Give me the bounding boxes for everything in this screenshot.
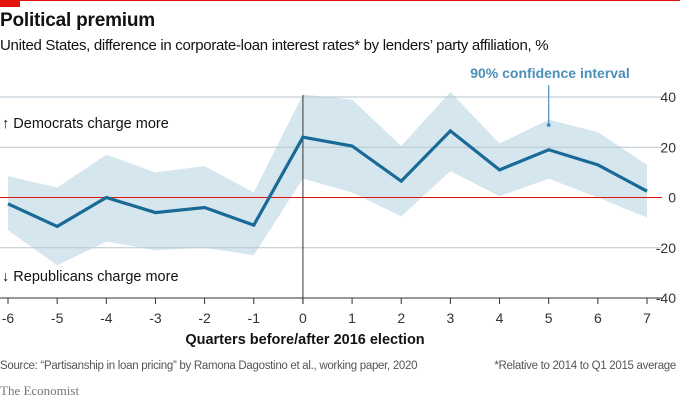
chart-subtitle: United States, difference in corporate-l… [0,37,549,54]
y-tick-label: 0 [668,190,676,206]
series-line [7,128,648,229]
x-tick-label: 4 [496,310,504,326]
x-tick-label: -3 [149,310,162,326]
y-tick-label: 20 [660,139,676,155]
x-axis-label: Quarters before/after 2016 election [185,332,424,348]
x-tick-label: 3 [446,310,454,326]
band-label: 90% confidence interval [470,65,630,81]
top-rule [0,0,680,1]
x-tick-label: 5 [545,310,553,326]
x-tick-label: -6 [2,310,15,326]
chart-title: Political premium [0,10,155,31]
brand-logo: The Economist [0,383,80,398]
annotation-democrats: ↑ Democrats charge more [2,116,169,132]
brand-red-tag [0,0,20,7]
y-tick-label: -40 [656,290,676,306]
x-tick-label: -2 [198,310,211,326]
source-note: Source: “Partisanship in loan pricing” b… [0,360,418,372]
x-tick-label: 2 [397,310,405,326]
band-label-dot [546,123,551,127]
x-tick-label: 1 [348,310,356,326]
x-tick-label: 7 [643,310,651,326]
annotation-republicans: ↓ Republicans charge more [2,269,179,285]
x-tick-label: 6 [594,310,602,326]
y-tick-label: -20 [656,240,676,256]
y-tick-label: 40 [660,89,676,105]
x-tick-label: 0 [299,310,307,326]
x-tick-label: -4 [100,310,113,326]
confidence-band [8,91,647,266]
footnote: *Relative to 2014 to Q1 2015 average [494,360,676,372]
x-tick-label: -1 [248,310,261,326]
x-tick-label: -5 [51,310,64,326]
